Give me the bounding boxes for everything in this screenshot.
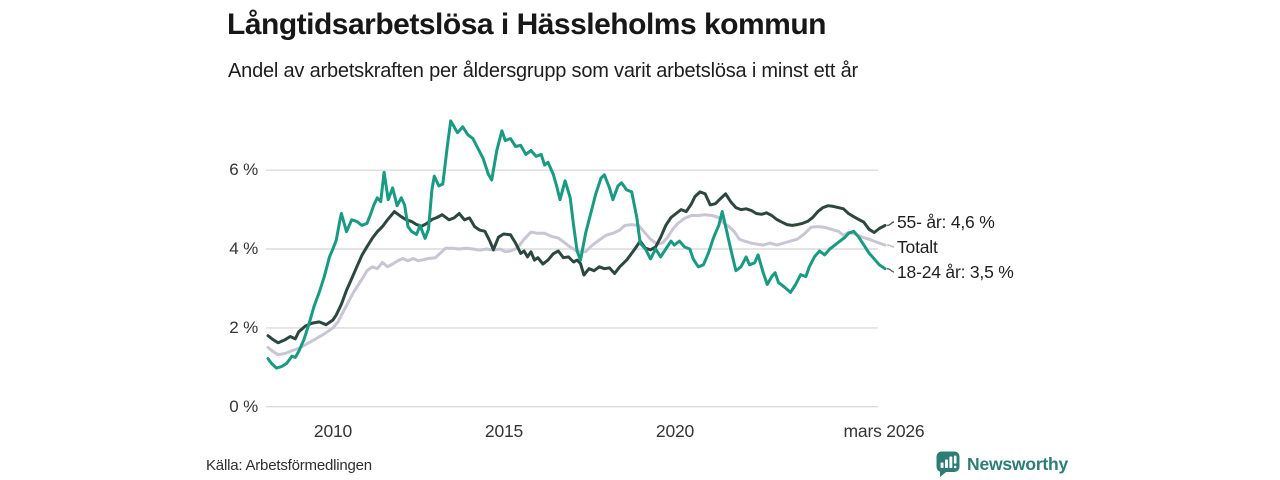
series-line-18-24-ar [266,119,887,370]
y-tick-2: 2 % [229,318,258,337]
legend-connector-1 [887,244,895,248]
series-line-55-ar [266,190,887,345]
source-note: Källa: Arbetsförmedlingen [206,457,372,474]
legend-label-55: 55- år: 4,6 % [897,212,995,232]
series-line-totalt [266,213,887,357]
newsworthy-wordmark: Newsworthy [967,453,1069,474]
legend-connector-0 [887,221,895,227]
legend-label-1824: 18-24 år: 3,5 % [897,262,1014,282]
newsworthy-branding: Newsworthy [936,451,1068,477]
chart-subtitle: Andel av arbetskraften per åldersgrupp s… [228,60,858,82]
x-tick-2010: 2010 [313,421,353,441]
y-tick-4: 4 % [229,239,258,258]
y-tick-0: 0 % [229,397,258,416]
page-title: Långtidsarbetslösa i Hässleholms kommun [227,8,827,41]
legend-label-totalt: Totalt [897,237,938,257]
x-tick-2015: 2015 [484,421,524,441]
x-tick-2020: 2020 [655,421,695,441]
newsworthy-logo-icon [936,451,960,477]
legend-connector-2 [887,268,895,273]
y-tick-6: 6 % [229,160,258,179]
x-tick-mars-2026: mars 2026 [843,421,925,441]
